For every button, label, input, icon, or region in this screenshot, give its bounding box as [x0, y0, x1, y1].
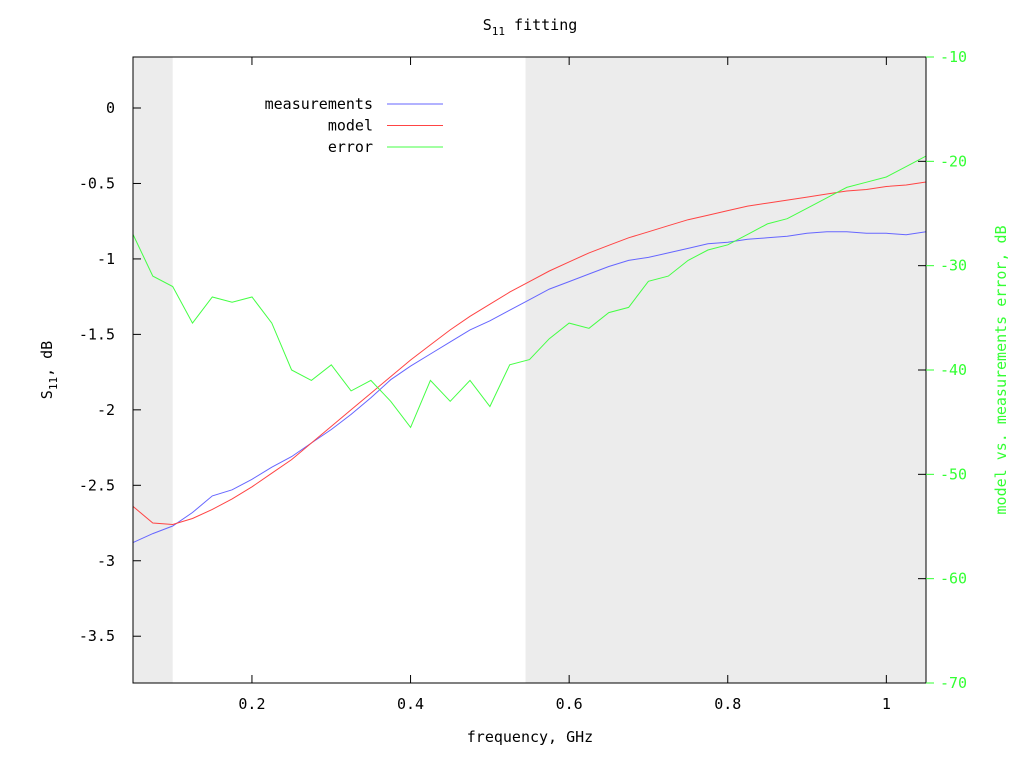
series-line-measurements — [132, 231, 927, 544]
series-line-error — [132, 155, 927, 429]
x-tick-label: 0.4 — [397, 695, 424, 713]
y2-tick-label: -10 — [940, 48, 967, 66]
x-tick-label: 0.2 — [238, 695, 265, 713]
y2-tick-label: -70 — [940, 674, 967, 692]
y-tick-label: 0 — [106, 99, 115, 117]
y-tick-label: -3 — [97, 552, 115, 570]
y-axis-label: S11, dB — [38, 341, 60, 399]
y-tick-label: -1.5 — [79, 325, 115, 343]
y2-tick-label: -50 — [940, 465, 967, 483]
y-tick-label: -2 — [97, 401, 115, 419]
y2-tick-label: -20 — [940, 152, 967, 170]
y2-tick-label: -40 — [940, 361, 967, 379]
y-tick-label: -0.5 — [79, 174, 115, 192]
legend-label-measurements: measurements — [265, 95, 373, 113]
x-tick-label: 1 — [882, 695, 891, 713]
series-line-model — [132, 181, 927, 526]
legend-label-error: error — [328, 138, 373, 156]
shaded-region — [133, 57, 173, 683]
chart-title: S11 fitting — [483, 16, 578, 38]
y-tick-label: -2.5 — [79, 476, 115, 494]
y2-axis-label: model vs. measurements error, dB — [992, 226, 1010, 515]
x-tick-label: 0.8 — [714, 695, 741, 713]
legend-label-model: model — [328, 117, 373, 135]
y2-tick-label: -30 — [940, 257, 967, 275]
y-tick-label: -1 — [97, 250, 115, 268]
y2-tick-label: -60 — [940, 570, 967, 588]
x-tick-label: 0.6 — [556, 695, 583, 713]
legend: measurements model error — [265, 95, 443, 156]
shaded-region — [525, 57, 926, 683]
y-tick-label: -3.5 — [79, 627, 115, 645]
x-axis-label: frequency, GHz — [467, 728, 593, 746]
